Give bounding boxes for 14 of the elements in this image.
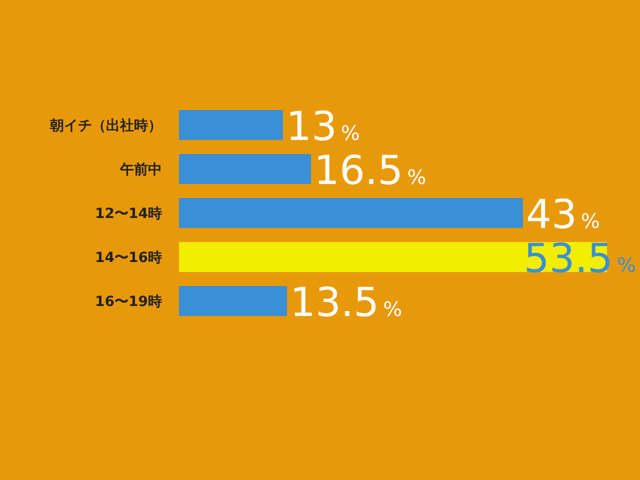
- y-tick-label: 午前中: [119, 162, 162, 178]
- bar: [179, 198, 523, 228]
- data-label: 13%: [286, 104, 360, 150]
- bar: [179, 110, 283, 140]
- data-label: 53.5%: [524, 236, 636, 282]
- y-tick-label: 14〜16時: [95, 250, 162, 266]
- data-label: 16.5%: [314, 148, 426, 194]
- y-tick-label: 16〜19時: [95, 294, 162, 310]
- data-label: 43%: [526, 192, 600, 238]
- data-label: 13.5%: [290, 280, 402, 326]
- y-tick-label: 朝イチ（出社時）: [49, 118, 162, 134]
- bar: [179, 286, 287, 316]
- y-tick-label: 12〜14時: [95, 206, 162, 222]
- bar: [179, 154, 311, 184]
